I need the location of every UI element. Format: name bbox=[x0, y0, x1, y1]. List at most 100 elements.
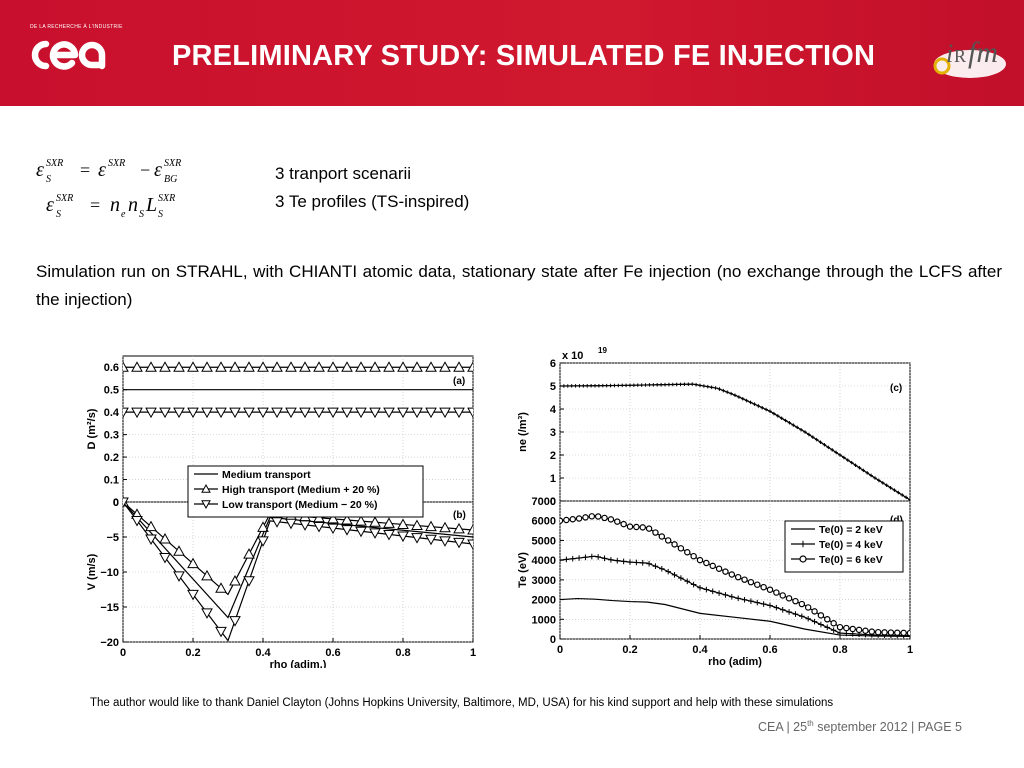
data-point bbox=[748, 598, 754, 604]
data-point bbox=[862, 627, 869, 634]
x-axis-label: rho (adim) bbox=[708, 656, 762, 668]
data-point bbox=[798, 600, 806, 608]
data-point bbox=[690, 382, 694, 386]
data-point bbox=[737, 395, 741, 399]
data-point bbox=[703, 586, 710, 593]
data-point bbox=[906, 629, 910, 637]
data-point bbox=[795, 425, 799, 430]
data-point bbox=[837, 630, 843, 636]
data-point bbox=[123, 497, 129, 509]
data-point bbox=[383, 361, 395, 372]
y-tick-label: −20 bbox=[100, 637, 119, 649]
data-point bbox=[131, 407, 143, 419]
data-point bbox=[601, 383, 605, 388]
data-point bbox=[411, 519, 423, 531]
data-point bbox=[341, 513, 353, 525]
data-point bbox=[397, 531, 409, 543]
data-point bbox=[811, 618, 818, 625]
data-point bbox=[900, 629, 907, 637]
data-point bbox=[453, 407, 465, 419]
data-point bbox=[601, 555, 608, 562]
y-axis-label: Te (eV) bbox=[517, 552, 529, 588]
data-point bbox=[439, 521, 451, 533]
data-point bbox=[467, 361, 473, 372]
svg-text:ε: ε bbox=[98, 159, 106, 181]
data-point bbox=[651, 383, 656, 387]
data-point bbox=[799, 540, 807, 548]
data-point bbox=[620, 558, 627, 565]
data-point bbox=[327, 407, 339, 419]
data-point bbox=[785, 595, 793, 602]
data-point bbox=[299, 520, 311, 531]
data-point bbox=[397, 361, 409, 372]
data-point bbox=[698, 383, 702, 388]
transport-plot: 0 0.1 0.2 0.3 0.4 0.5 0.6 D (m²/s) (a) −20 −15 −10−… bbox=[80, 350, 490, 668]
y-tick-label: 6000 bbox=[532, 516, 556, 528]
svg-text:SXR: SXR bbox=[164, 158, 181, 169]
data-point bbox=[817, 612, 825, 619]
legend-label: Medium transport bbox=[222, 469, 311, 481]
data-point bbox=[811, 435, 815, 439]
data-point bbox=[453, 361, 465, 372]
data-point bbox=[159, 532, 171, 544]
data-point bbox=[822, 443, 827, 447]
data-point bbox=[768, 409, 772, 414]
data-point bbox=[702, 384, 706, 388]
data-point bbox=[215, 626, 227, 638]
data-point bbox=[849, 625, 856, 633]
data-point bbox=[684, 578, 691, 585]
data-point bbox=[187, 557, 199, 569]
data-point bbox=[201, 361, 213, 372]
data-point bbox=[569, 555, 576, 562]
data-point bbox=[674, 382, 679, 387]
data-point bbox=[655, 383, 659, 387]
data-point bbox=[756, 404, 761, 408]
header-banner: DE LA RECHERCHE À L'INDUSTRIE PRELIMINAR… bbox=[0, 0, 1024, 106]
legend: Te(0) = 2 keV Te(0) = 4 keV Te(0) = 6 keV bbox=[784, 520, 904, 573]
data-point bbox=[892, 488, 897, 492]
data-point bbox=[772, 411, 776, 416]
series-line bbox=[123, 501, 473, 619]
data-point bbox=[811, 608, 818, 615]
y-tick-label: 3 bbox=[550, 427, 556, 439]
data-point bbox=[159, 407, 171, 419]
data-point bbox=[626, 523, 634, 530]
data-point bbox=[826, 445, 831, 450]
data-point bbox=[799, 613, 805, 620]
data-point bbox=[716, 590, 722, 596]
data-point bbox=[607, 516, 615, 523]
data-point bbox=[569, 516, 576, 523]
data-point bbox=[313, 407, 325, 419]
data-point bbox=[608, 383, 613, 388]
data-point bbox=[690, 552, 697, 560]
data-point bbox=[754, 599, 761, 606]
y-tick-label: 0.4 bbox=[104, 407, 120, 419]
scenario-list: 3 tranport scenarii 3 Te profiles (TS-in… bbox=[275, 160, 469, 216]
chart-panel: −20 −15 −10 −5 0 0 0.2 0.4 0.6 0.8 1 rho (adim.) V (… bbox=[86, 496, 476, 668]
data-point bbox=[667, 382, 671, 387]
data-point bbox=[355, 515, 367, 526]
data-point bbox=[900, 493, 904, 497]
y-tick-label: 0 bbox=[550, 634, 556, 646]
svg-text:L: L bbox=[145, 194, 157, 216]
svg-text:S: S bbox=[56, 209, 61, 220]
data-point bbox=[341, 361, 353, 372]
x-axis-label: rho (adim.) bbox=[270, 659, 327, 668]
transport-plot-svg: 00.10.20.30.40.50.6D (m²/s)(a)−20−15−10−… bbox=[86, 355, 476, 668]
data-point bbox=[853, 463, 858, 467]
data-point bbox=[824, 624, 831, 631]
profile-plot-svg: 0 1 2 3 4 5 6 ne (/m³) x 10 19 (c) 0 1000 2000 3000 400… bbox=[517, 346, 913, 668]
data-point bbox=[187, 361, 199, 372]
data-point bbox=[201, 483, 211, 493]
data-point bbox=[467, 539, 473, 551]
data-point bbox=[665, 568, 671, 575]
data-point bbox=[341, 407, 353, 419]
data-point bbox=[313, 521, 325, 533]
data-point bbox=[145, 520, 157, 532]
cea-logo bbox=[31, 40, 106, 70]
data-point bbox=[869, 473, 873, 478]
data-point bbox=[741, 596, 748, 603]
series-group bbox=[560, 513, 910, 639]
data-point bbox=[709, 385, 714, 390]
legend-label: High transport (Medium + 20 %) bbox=[222, 484, 380, 496]
